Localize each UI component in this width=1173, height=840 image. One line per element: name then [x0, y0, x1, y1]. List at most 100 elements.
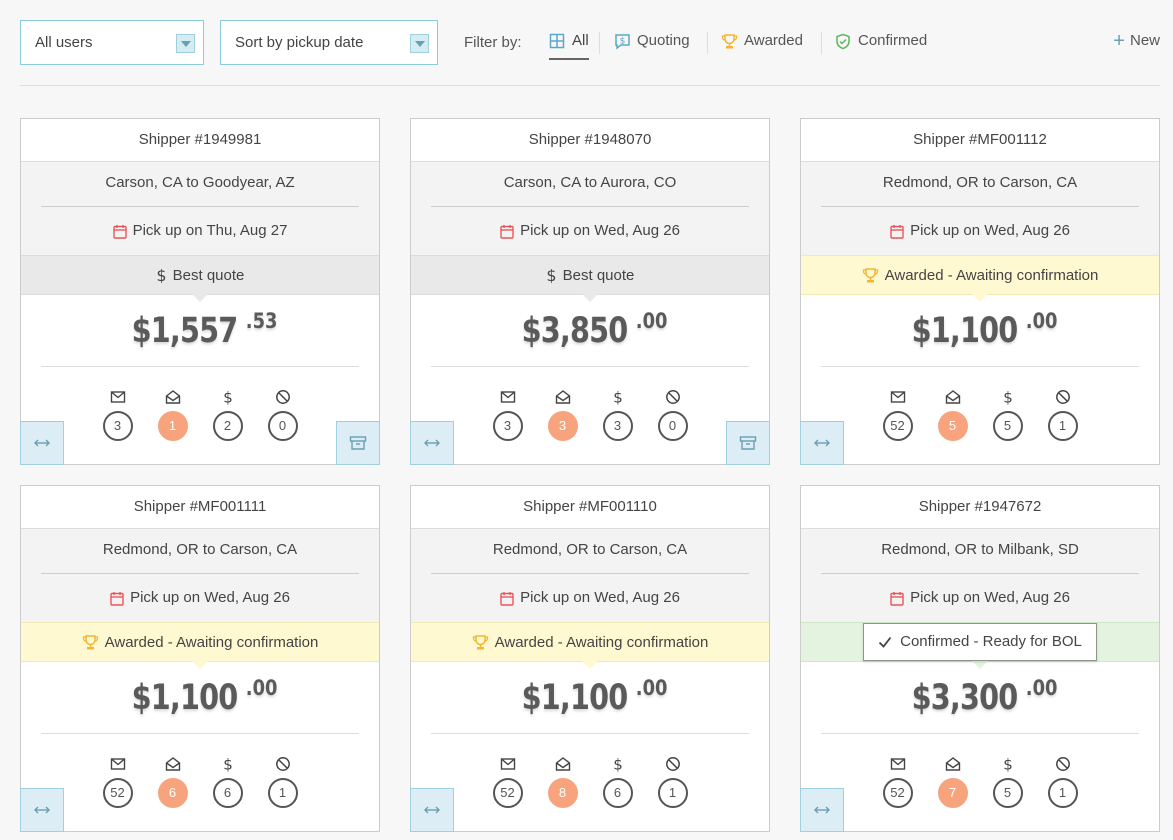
status-label: Best quote [172, 266, 245, 284]
filter-separator [821, 32, 822, 54]
expand-button[interactable] [800, 788, 844, 832]
stat-quoted: $ 5 [992, 756, 1023, 808]
stat-count[interactable]: 52 [102, 778, 133, 808]
stat-count[interactable]: 2 [212, 411, 243, 441]
check-icon [878, 636, 892, 648]
user-select[interactable]: All users [20, 20, 204, 65]
expand-button[interactable] [20, 421, 64, 465]
price-main: $1,557 [131, 310, 238, 351]
filter-all[interactable]: All [549, 32, 589, 60]
arrows-horizontal-icon [33, 805, 51, 815]
dollar-icon: $ [156, 267, 167, 283]
stat-count[interactable]: 52 [492, 778, 523, 808]
stat-count[interactable]: 6 [157, 778, 188, 808]
stat-count[interactable]: 0 [267, 411, 298, 441]
stat-count[interactable]: 3 [492, 411, 523, 441]
price-cents: .00 [245, 676, 278, 700]
stat-count[interactable]: 1 [157, 411, 188, 441]
shipment-card[interactable]: Shipper #MF001112 Redmond, OR to Carson,… [800, 118, 1160, 465]
stat-sent: 52 [882, 756, 913, 808]
arrows-horizontal-icon [813, 438, 831, 448]
expand-button[interactable] [410, 421, 454, 465]
archive-button[interactable] [726, 421, 770, 465]
stat-count[interactable]: 1 [657, 778, 688, 808]
price: $1,100 .00 [41, 662, 359, 734]
filter-quoting[interactable]: $ Quoting [614, 32, 690, 60]
stat-count[interactable]: 8 [547, 778, 578, 808]
shield-check-icon [835, 33, 852, 50]
envelope-open-icon [945, 756, 961, 772]
filter-label: Filter by: [464, 34, 522, 51]
stat-declined: 1 [1047, 756, 1078, 808]
shipper-id: Shipper #MF001110 [411, 486, 769, 529]
status-badge: $ Best quote [21, 255, 379, 302]
svg-text:$: $ [1003, 756, 1013, 772]
pickup-date: Pick up on Thu, Aug 27 [132, 222, 288, 239]
stat-count[interactable]: 1 [267, 778, 298, 808]
stat-sent: 3 [492, 389, 523, 441]
envelope-icon [500, 756, 516, 772]
dollar-icon: $ [1000, 756, 1016, 772]
archive-button[interactable] [336, 421, 380, 465]
status-badge: Awarded - Awaiting confirmation [801, 255, 1159, 302]
status-label: Awarded - Awaiting confirmation [884, 266, 1099, 284]
envelope-open-icon [555, 389, 571, 405]
envelope-icon [110, 389, 126, 405]
price-main: $1,100 [521, 677, 628, 718]
status-badge: Confirmed - Ready for BOL [801, 622, 1159, 669]
stat-count[interactable]: 52 [882, 778, 913, 808]
stat-count[interactable]: 3 [602, 411, 633, 441]
route: Carson, CA to Goodyear, AZ [41, 162, 359, 207]
plus-icon: + [1113, 29, 1125, 52]
envelope-open-icon [165, 756, 181, 772]
shipper-id: Shipper #1947672 [801, 486, 1159, 529]
sort-select[interactable]: Sort by pickup date [220, 20, 438, 65]
status-badge: $ Best quote [411, 255, 769, 302]
stat-count[interactable]: 52 [882, 411, 913, 441]
pickup-date: Pick up on Wed, Aug 26 [520, 222, 680, 239]
stat-count[interactable]: 6 [602, 778, 633, 808]
shipper-id: Shipper #MF001111 [21, 486, 379, 529]
price-main: $3,300 [911, 677, 1018, 718]
svg-text:$: $ [546, 267, 556, 283]
expand-button[interactable] [20, 788, 64, 832]
quote-stats: 52 7 $ 5 1 [801, 756, 1159, 808]
shipment-card[interactable]: Shipper #MF001110 Redmond, OR to Carson,… [410, 485, 770, 832]
status-label: Confirmed - Ready for BOL [900, 633, 1082, 650]
stat-count[interactable]: 5 [992, 411, 1023, 441]
route-block: Redmond, OR to Milbank, SD Pick up on We… [801, 529, 1159, 622]
envelope-icon [110, 756, 126, 772]
user-select-value: All users [35, 34, 93, 51]
shipment-card[interactable]: Shipper #1948070 Carson, CA to Aurora, C… [410, 118, 770, 465]
sort-select-value: Sort by pickup date [235, 34, 364, 51]
expand-button[interactable] [410, 788, 454, 832]
stat-count[interactable]: 6 [212, 778, 243, 808]
quote-stats: 52 8 $ 6 1 [411, 756, 769, 808]
stat-sent: 52 [492, 756, 523, 808]
expand-button[interactable] [800, 421, 844, 465]
svg-text:$: $ [1003, 389, 1013, 405]
stat-count[interactable]: 5 [992, 778, 1023, 808]
envelope-icon [500, 389, 516, 405]
stat-count[interactable]: 5 [937, 411, 968, 441]
filter-confirmed[interactable]: Confirmed [835, 32, 927, 60]
ban-icon [275, 756, 291, 772]
svg-text:$: $ [223, 756, 233, 772]
stat-count[interactable]: 3 [102, 411, 133, 441]
envelope-open-icon [945, 389, 961, 405]
stat-count[interactable]: 0 [657, 411, 688, 441]
stat-count[interactable]: 1 [1047, 778, 1078, 808]
filter-awarded[interactable]: Awarded [721, 32, 803, 60]
stat-count[interactable]: 1 [1047, 411, 1078, 441]
ban-icon [665, 756, 681, 772]
new-button[interactable]: + New [1113, 29, 1160, 52]
shipper-id: Shipper #1949981 [21, 119, 379, 162]
stat-count[interactable]: 7 [937, 778, 968, 808]
stat-count[interactable]: 3 [547, 411, 578, 441]
shipment-card[interactable]: Shipper #MF001111 Redmond, OR to Carson,… [20, 485, 380, 832]
chevron-down-icon [176, 34, 195, 53]
calendar-icon [112, 224, 127, 239]
shipment-card[interactable]: Shipper #1947672 Redmond, OR to Milbank,… [800, 485, 1160, 832]
shipment-card[interactable]: Shipper #1949981 Carson, CA to Goodyear,… [20, 118, 380, 465]
svg-text:$: $ [620, 37, 626, 47]
